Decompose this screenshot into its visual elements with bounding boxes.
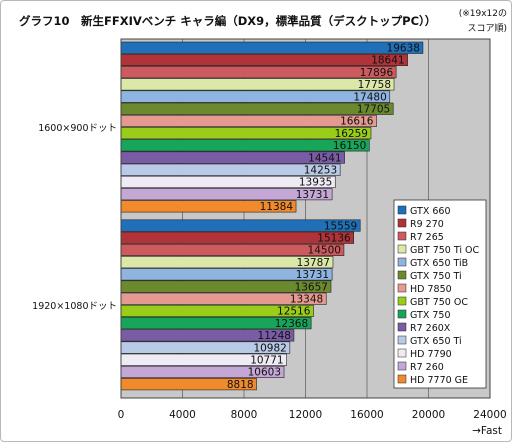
bar-value-label: 10603 [248, 367, 281, 379]
x-tick-label: 4000 [169, 409, 196, 421]
bar-value-label: 11248 [258, 330, 291, 342]
legend-swatch [397, 205, 407, 215]
bar-value-label: 8818 [227, 379, 254, 391]
legend-swatch [397, 270, 407, 280]
legend-label: HD 7770 GE [410, 375, 468, 386]
bar-value-label: 17480 [353, 91, 386, 103]
legend-swatch [397, 374, 407, 384]
legend-label: GTX 750 [410, 310, 451, 321]
bar-value-label: 17758 [358, 79, 391, 91]
legend-label: R7 265 [410, 232, 444, 243]
bar-value-label: 13657 [295, 281, 328, 293]
legend-swatch [397, 322, 407, 332]
bar [120, 66, 397, 79]
legend-swatch [397, 361, 407, 371]
legend-swatch [397, 348, 407, 358]
bar-value-label: 16259 [335, 128, 368, 140]
bar-value-label: 10982 [253, 342, 286, 354]
bar-value-label: 19638 [387, 43, 420, 55]
note-text: (※19x12の [459, 9, 507, 19]
bar-value-label: 15559 [324, 220, 357, 232]
legend-swatch [397, 257, 407, 267]
legend-swatch [397, 244, 407, 254]
legend-swatch [397, 283, 407, 293]
x-tick-label: 20000 [412, 409, 445, 421]
bar [120, 90, 391, 103]
x-tick-label: 0 [118, 409, 125, 421]
x-tick-label: 12000 [289, 409, 322, 421]
legend-label: R9 270 [410, 219, 444, 230]
bar-value-label: 12368 [275, 318, 308, 330]
bar [120, 53, 408, 67]
legend-label: GBT 750 Ti OC [410, 245, 480, 256]
group-label: 1600×900ドット [38, 123, 117, 134]
bar-value-label: 13348 [290, 294, 323, 306]
x-tick-label: 24000 [473, 409, 506, 421]
bar-value-label: 15136 [317, 233, 351, 245]
legend-label: HD 7850 [410, 284, 452, 295]
legend-label: GTX 650 TiB [410, 258, 468, 269]
note-text: スコア順) [467, 23, 507, 34]
bar [120, 78, 395, 91]
bar-value-label: 16616 [340, 116, 374, 128]
bar-value-label: 16150 [333, 140, 366, 152]
legend-label: R7 260X [410, 323, 451, 334]
bar-value-label: 17705 [357, 104, 390, 116]
bar-value-label: 13787 [297, 257, 330, 269]
bar-value-label: 13731 [296, 189, 329, 201]
plot-border [120, 38, 491, 399]
legend-swatch [397, 231, 407, 241]
bar-value-label: 18641 [371, 55, 404, 67]
legend-label: GBT 750 OC [410, 297, 468, 308]
chart-title: グラフ10 新生FFXIVベンチ キャラ編（DX9，標準品質（デスクトップPC）… [19, 14, 436, 28]
legend-swatch [397, 218, 407, 228]
bar-value-label: 14500 [308, 245, 341, 257]
legend-swatch [397, 309, 407, 319]
bar [120, 41, 424, 54]
bar-value-label: 14541 [308, 152, 341, 164]
bar-value-label: 17896 [360, 67, 394, 79]
bar-value-label: 11384 [260, 201, 294, 213]
legend-swatch [397, 335, 407, 345]
legend-label: R7 260 [410, 362, 444, 373]
bar-value-label: 14253 [304, 165, 337, 177]
x-tick-label: 8000 [231, 409, 258, 421]
legend-label: GTX 660 [410, 206, 451, 217]
legend-label: GTX 750 Ti [410, 271, 462, 282]
legend-box [393, 199, 487, 389]
legend-label: GTX 650 Ti [410, 336, 462, 347]
bar [120, 102, 394, 115]
group-label: 1920×1080ドット [32, 301, 117, 312]
bar [120, 114, 377, 127]
bar-value-label: 13935 [299, 177, 332, 189]
bar [120, 127, 372, 140]
legend-label: HD 7790 [410, 349, 452, 360]
x-axis-label: →Fast [472, 425, 502, 437]
x-tick-label: 16000 [350, 409, 383, 421]
bar-value-label: 13731 [296, 269, 329, 281]
bar-value-label: 12516 [277, 306, 311, 318]
bar-value-label: 10771 [250, 355, 283, 367]
legend-swatch [397, 296, 407, 306]
